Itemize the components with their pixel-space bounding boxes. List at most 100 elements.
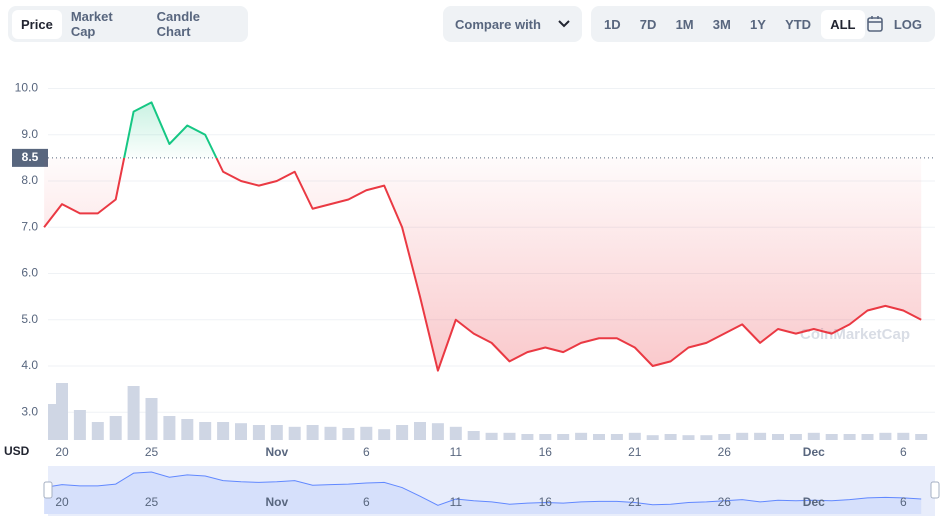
compare-dropdown[interactable]: Compare with <box>443 6 582 42</box>
volume-bar <box>879 432 892 440</box>
volume-bar <box>181 419 194 440</box>
navigator-tick-label: 20 <box>55 495 69 509</box>
volume-bar <box>825 434 838 440</box>
currency-label: USD <box>4 444 30 458</box>
volume-bar <box>199 422 212 440</box>
volume-bar <box>306 425 319 440</box>
volume-bar <box>664 434 677 440</box>
navigator-tick-label: 6 <box>900 495 907 509</box>
x-tick-label: Nov <box>265 445 288 459</box>
volume-bar <box>56 383 68 440</box>
y-tick-label: 8.0 <box>21 173 38 187</box>
volume-bar <box>610 434 623 440</box>
navigator-tick-label: 11 <box>450 495 463 509</box>
log-toggle[interactable]: LOG <box>893 16 922 32</box>
range-buttons: 1D 7D 1M 3M 1Y YTD ALL LOG <box>591 6 935 42</box>
volume-bar <box>73 410 86 440</box>
range[interactable]: 1Y <box>750 16 766 32</box>
navigator-tick-label: Nov <box>265 495 288 509</box>
range[interactable]: ALL <box>821 9 865 39</box>
y-tick-label: 10.0 <box>15 81 39 95</box>
volume-bar <box>789 434 802 440</box>
volume-bar <box>807 432 820 440</box>
volume-bar <box>145 398 158 440</box>
navigator-tick-label: Dec <box>803 495 825 509</box>
y-tick-label: 5.0 <box>21 312 38 326</box>
volume-bar <box>700 435 713 440</box>
x-tick-label: Dec <box>803 445 825 459</box>
volume-bar <box>431 423 444 440</box>
y-tick-label: 9.0 <box>21 127 38 141</box>
volume-bar <box>575 432 588 440</box>
volume-bar <box>718 434 731 440</box>
volume-bar <box>127 386 140 440</box>
volume-bar <box>449 426 462 440</box>
volume-bar <box>915 434 928 440</box>
navigator-tick-label: 16 <box>539 495 553 509</box>
volume-bar <box>324 426 337 440</box>
volume-bar <box>48 404 60 440</box>
volume-bar <box>270 425 283 440</box>
range[interactable]: YTD <box>785 16 812 32</box>
range[interactable]: 1D <box>604 16 621 32</box>
x-tick-label: 6 <box>900 445 907 459</box>
tab[interactable]: Candle Chart <box>156 9 201 39</box>
volume-bar <box>91 422 104 440</box>
volume-bar <box>252 425 265 440</box>
x-tick-label: 25 <box>145 445 159 459</box>
y-tick-label: 7.0 <box>21 219 38 233</box>
volume-bar <box>521 434 534 440</box>
x-tick-label: 16 <box>539 445 553 459</box>
volume-bar <box>897 432 910 440</box>
volume-bar <box>503 432 516 440</box>
tab[interactable]: Price <box>12 9 62 39</box>
volume-bar <box>861 434 874 440</box>
navigator-tick-label: 25 <box>145 495 159 509</box>
x-tick-label: 20 <box>55 445 69 459</box>
range[interactable]: 7D <box>639 16 657 32</box>
volume-bar <box>754 432 767 440</box>
volume-bar <box>288 426 301 440</box>
volume-bar <box>736 432 749 440</box>
volume-bar <box>843 434 856 440</box>
volume-bar <box>360 426 373 440</box>
navigator-line <box>44 471 922 506</box>
volume-bar <box>467 431 480 440</box>
volume-bar <box>109 416 122 440</box>
volume-bar <box>772 434 784 440</box>
x-tick-label: 11 <box>450 445 463 459</box>
navigator-handle <box>930 481 940 499</box>
navigator-tick-label: 26 <box>718 495 732 509</box>
volume-bar <box>682 435 695 440</box>
navigator-tick-label: 6 <box>363 495 370 509</box>
range[interactable]: 1M <box>675 16 694 32</box>
volume-bar <box>485 432 498 440</box>
y-tick-label: 3.0 <box>21 404 38 418</box>
volume-bar <box>217 422 230 440</box>
volume-bar <box>378 429 391 440</box>
y-tick-label: 6.0 <box>21 266 38 280</box>
baseline-label: 8.5 <box>22 150 39 164</box>
chart-tabs: Price Market Cap Candle Chart <box>8 6 248 42</box>
volume-bar <box>163 416 176 440</box>
volume-bar <box>235 423 247 440</box>
y-tick-label: 4.0 <box>21 358 38 372</box>
volume-bar <box>628 432 641 440</box>
x-tick-label: 26 <box>718 445 732 459</box>
navigator-handle <box>43 481 53 499</box>
price-line <box>43 101 922 372</box>
volume-bar <box>396 425 409 440</box>
range[interactable]: 3M <box>712 16 731 32</box>
tab[interactable]: Market Cap <box>70 9 113 39</box>
volume-bar <box>593 434 605 440</box>
navigator-area <box>44 472 922 514</box>
area-fill <box>44 102 922 371</box>
volume-bar <box>414 422 426 440</box>
volume-bar <box>646 435 659 440</box>
x-tick-label: 6 <box>363 445 370 459</box>
volume-bar <box>557 434 570 440</box>
baseline-box <box>12 148 48 167</box>
calendar-icon[interactable] <box>866 15 884 33</box>
